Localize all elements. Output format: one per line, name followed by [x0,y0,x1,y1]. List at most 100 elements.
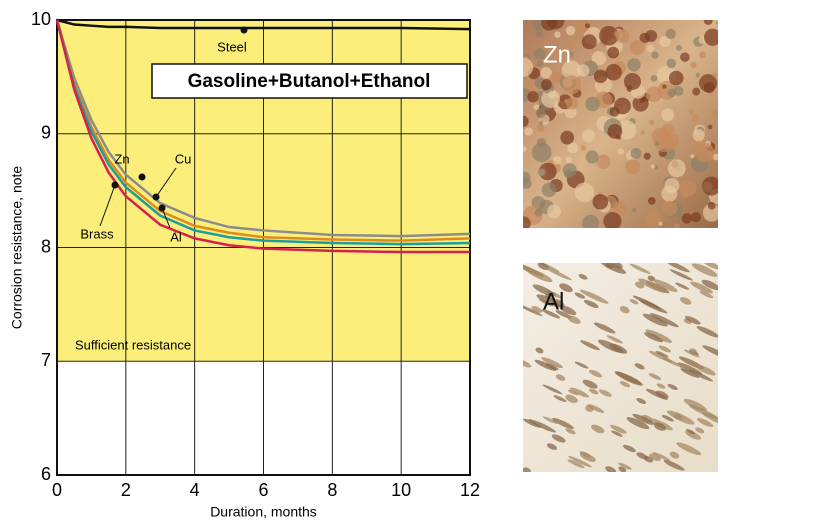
texture [650,75,658,82]
texture [523,216,531,228]
series-line [55,19,471,238]
texture [567,459,585,469]
texture [574,292,586,299]
texture [675,282,690,290]
series-label: Steel [217,39,247,54]
texture [674,413,683,420]
texture [581,129,595,143]
texture [603,212,622,228]
texture [653,279,678,292]
texture [686,429,696,435]
texture [703,20,713,25]
texture [711,108,718,117]
texture [665,263,690,273]
texture [566,40,576,50]
texture [559,305,577,316]
texture [658,221,663,226]
texture [542,416,558,424]
texture [549,71,562,84]
texture [712,72,718,78]
texture [651,127,669,145]
texture [596,154,611,169]
annotation-box [151,63,468,99]
texture [567,142,579,154]
texture [523,358,532,368]
texture [587,404,605,413]
texture [661,415,674,422]
y-tick-label: 9 [41,123,51,143]
texture [649,350,673,363]
texture [559,283,573,293]
texture [523,146,527,152]
texture [528,419,557,433]
texture [642,313,668,327]
label-dot [240,26,248,34]
texture [654,141,660,147]
texture [704,28,718,46]
texture [567,51,574,58]
texture [617,120,637,140]
texture [605,263,614,269]
texture [685,430,702,440]
texture [592,194,609,210]
texture [533,48,546,60]
texture [611,263,623,269]
texture [688,109,695,115]
texture [649,313,679,328]
texture [624,72,641,90]
texture [593,69,608,84]
texture [606,335,623,344]
texture [618,462,632,470]
texture [650,164,655,169]
texture [567,315,581,324]
x-tick-label: 12 [460,480,480,500]
texture [582,379,598,389]
texture [565,156,573,164]
texture [684,315,701,325]
x-tick-label: 8 [327,480,337,500]
texture [647,197,656,205]
texture [632,207,637,213]
texture [588,369,603,378]
texture [698,36,706,44]
texture [598,339,624,353]
texture [646,44,655,53]
texture [525,268,553,283]
texture [614,30,621,37]
texture [619,381,631,388]
label-dot [138,173,146,181]
texture [661,200,678,217]
texture [562,163,577,178]
texture [702,345,718,360]
texture [627,58,641,72]
texture [523,115,529,127]
series-line [55,19,471,242]
texture [542,384,563,395]
texture [591,424,605,434]
annotation: Sufficient resistance [75,337,191,352]
texture [523,303,543,317]
texture [565,428,576,435]
texture [707,202,716,210]
texture [676,44,682,51]
photo-label: Al [543,288,564,315]
texture [543,41,551,48]
texture [667,383,678,390]
texture [532,284,556,297]
texture [629,263,651,274]
texture [651,51,659,59]
texture [531,305,543,313]
texture [593,322,616,334]
series-label: Brass [80,226,114,241]
label-dot [111,181,119,189]
texture [644,210,663,228]
texture [562,75,582,95]
texture [639,32,650,44]
y-axis-label: Corrosion resistance, note [9,166,25,330]
series-label: Zn [114,151,129,166]
texture [574,182,595,203]
texture [653,422,666,431]
texture [695,427,705,434]
texture [565,97,578,110]
